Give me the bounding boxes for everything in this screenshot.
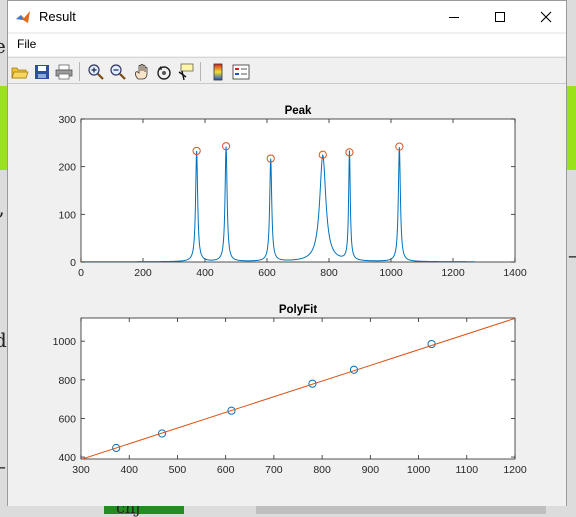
background-text: – [0,456,6,476]
figure-toolbar [8,57,566,84]
x-tick-label: 800 [313,464,331,476]
x-tick-label: 600 [217,464,235,476]
x-tick-label: 400 [120,464,138,476]
y-tick-label: 100 [58,209,76,221]
result-window: Result File [7,0,567,506]
legend-icon [232,64,250,79]
close-button[interactable] [523,1,569,32]
background-text: e [0,36,6,56]
x-tick-label: 0 [78,267,84,279]
data-point [266,154,275,163]
plot-content [81,142,475,262]
x-tick-label: 700 [265,464,283,476]
data-cursor-button[interactable] [176,62,196,81]
data-point [345,148,354,157]
print-icon [55,64,73,79]
maximize-icon [495,11,505,22]
axes-1: Peak 0 200 400 600 800 1000 1200 1400 0 100 200 300 [58,105,526,279]
x-tick-label: 400 [196,267,214,279]
x-tick-label: 200 [134,267,152,279]
x-tick-label: 1200 [441,267,465,279]
chart-title: Peak [285,105,312,117]
spectrum-line [81,146,475,262]
x-tick-label: 600 [258,267,276,279]
y-tick-label: 0 [70,257,76,269]
save-icon [35,64,49,79]
background-text: – [568,245,576,265]
print-button[interactable] [54,62,74,81]
data-point [221,142,231,151]
zoom-out-icon [110,63,126,80]
data-point [227,406,236,415]
x-tick-label: 1000 [407,464,431,476]
minimize-icon [449,16,459,18]
y-tick-label: 300 [58,114,76,126]
fit-line [81,318,515,459]
chart-title: PolyFit [279,304,318,316]
zoom-in-button[interactable] [86,62,106,81]
data-point [318,150,327,159]
plot-content [81,318,515,459]
y-tick-label: 600 [58,413,76,425]
data-point [395,142,404,151]
rotate-3d-icon [157,65,171,80]
y-tick-label: 1000 [53,336,77,348]
plot-area [80,118,516,263]
background-panel-bottom [256,505,546,514]
background-text: d [0,328,7,352]
y-tick-label: 800 [58,375,76,387]
data-point [192,146,201,156]
colorbar-icon [213,63,223,80]
matlab-icon [16,11,30,23]
title-bar[interactable]: Result [8,1,566,32]
zoom-in-icon [88,63,104,80]
x-tick-label: 1200 [503,464,527,476]
background-green-block [104,505,184,514]
x-tick-label: 1400 [503,267,527,279]
colorbar-button[interactable] [208,62,228,81]
zoom-out-button[interactable] [108,62,128,81]
save-button[interactable] [32,62,52,81]
pan-icon [135,63,148,79]
open-icon [11,67,29,78]
background-green-strip-left [0,86,8,170]
x-tick-label: 500 [169,464,187,476]
x-tick-label: 1100 [455,464,478,476]
figure-canvas: Peak 0 200 400 600 800 1000 1200 1400 0 100 200 300 P… [8,84,566,506]
x-tick-label: 300 [72,464,90,476]
open-button[interactable] [10,62,30,81]
data-cursor-icon [178,63,194,80]
x-tick-label: 1000 [379,267,403,279]
data-point [157,429,167,438]
menu-bar: File [8,34,566,56]
background-text: ’ [0,210,4,230]
y-tick-label: 400 [58,452,76,464]
background-green-strip-right [566,86,576,170]
rotate-3d-button[interactable] [154,62,174,81]
x-tick-label: 800 [320,267,338,279]
minimize-button[interactable] [431,1,477,32]
maximize-button[interactable] [477,1,523,32]
window-title: Result [39,9,76,24]
y-tick-label: 200 [58,162,76,174]
x-tick-label: 900 [362,464,380,476]
legend-button[interactable] [231,62,251,81]
close-icon [540,11,552,22]
data-point [308,379,317,388]
pan-button[interactable] [132,62,152,81]
menu-file[interactable]: File [17,37,37,51]
data-point [112,443,121,453]
